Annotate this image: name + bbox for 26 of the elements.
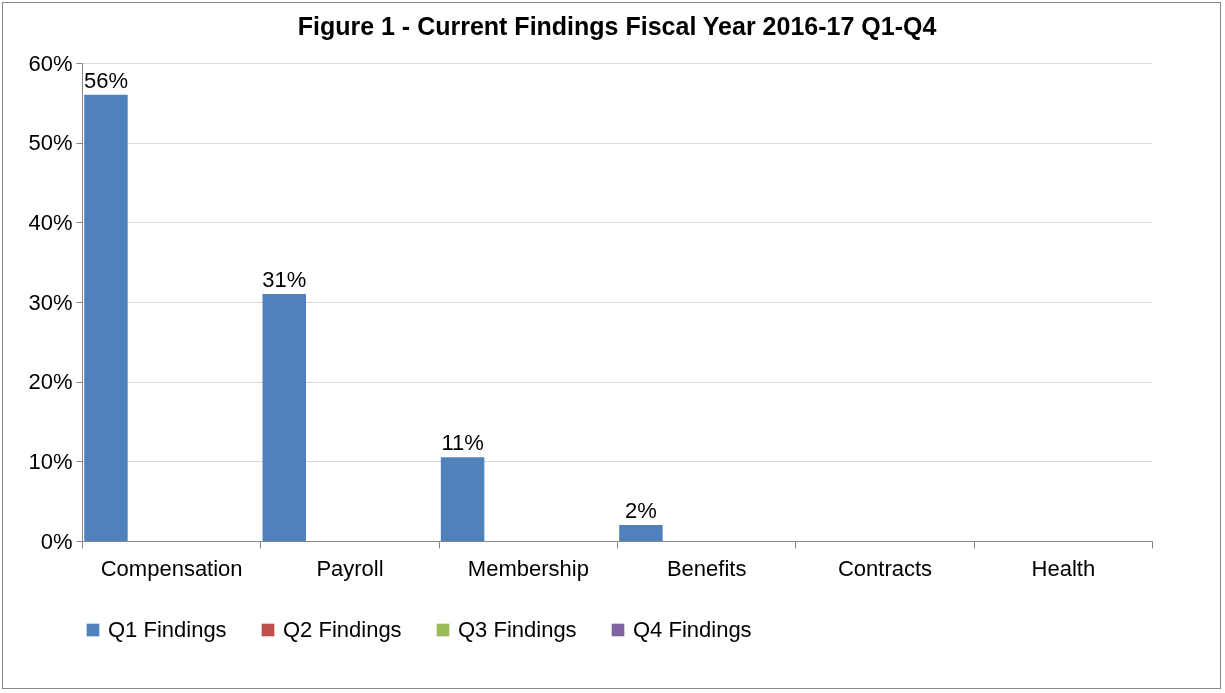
data-label: 56%: [83, 67, 128, 93]
x-tick-label: Benefits: [666, 555, 747, 581]
x-tick-label: Contracts: [837, 555, 933, 581]
legend-label: Q2 Findings: [283, 617, 402, 642]
x-tick-label: Membership: [467, 555, 589, 581]
legend-label: Q4 Findings: [633, 617, 752, 642]
bar: [84, 94, 128, 541]
bar: [619, 525, 663, 541]
legend-label: Q1 Findings: [108, 617, 227, 642]
y-tick-label: 20%: [28, 369, 73, 395]
x-tick-label: Payroll: [316, 555, 384, 581]
x-tick-label: Health: [1031, 555, 1096, 581]
y-tick-label: 10%: [28, 448, 73, 474]
x-tick-label: Compensation: [100, 555, 243, 581]
y-tick-label: 40%: [28, 209, 73, 235]
chart-title: Figure 1 - Current Findings Fiscal Year 2016-17 Q1-Q4: [297, 12, 937, 40]
data-label: 2%: [625, 498, 657, 524]
y-tick-label: 50%: [28, 130, 73, 156]
bar: [440, 457, 485, 541]
legend-label: Q3 Findings: [458, 617, 577, 642]
data-label: 11%: [441, 430, 484, 456]
bar: [262, 294, 306, 541]
data-label: 31%: [262, 267, 307, 293]
y-tick-label: 0%: [40, 528, 73, 554]
y-tick-label: 60%: [28, 50, 73, 76]
y-tick-label: 30%: [28, 289, 73, 315]
